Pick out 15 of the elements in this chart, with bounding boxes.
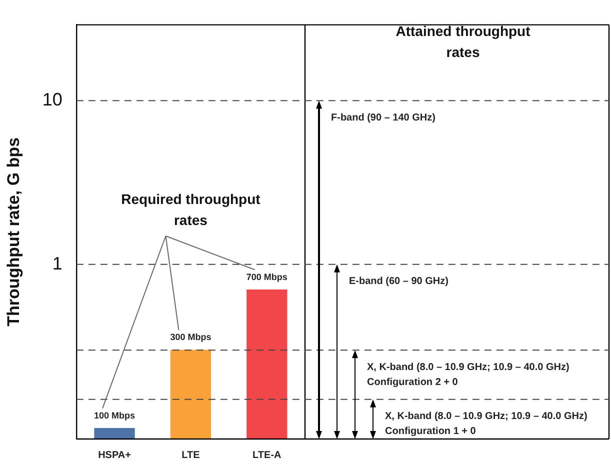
- y-tick-label: 10: [42, 90, 62, 110]
- annotation: 700 Mbps: [246, 272, 288, 282]
- y-axis-title: Throughput rate, G bps: [4, 137, 23, 326]
- annotation: Required throughput rates: [121, 190, 261, 228]
- ref-line-label: X, K-band (8.0 – 10.9 GHz; 10.9 – 40.0 GHz) Configuration 2 + 0: [367, 362, 570, 388]
- annotation: 100 Mbps: [94, 410, 136, 420]
- ref-line-label: E-band (60 – 90 GHz): [349, 276, 448, 288]
- y-tick-label: 1: [52, 253, 62, 274]
- x-tick-label: HSPA+: [98, 450, 132, 461]
- annotation: 300 Mbps: [170, 332, 212, 342]
- ref-line-label: X, K-band (8.0 – 10.9 GHz; 10.9 – 40.0 GHz) Configuration 1 + 0: [385, 411, 588, 438]
- x-tick-label: LTE: [182, 450, 200, 461]
- text: Attained throughput rates: [396, 22, 531, 60]
- x-tick-label: LTE-A: [252, 450, 282, 461]
- ref-line-label: F-band (90 – 140 GHz): [331, 112, 436, 124]
